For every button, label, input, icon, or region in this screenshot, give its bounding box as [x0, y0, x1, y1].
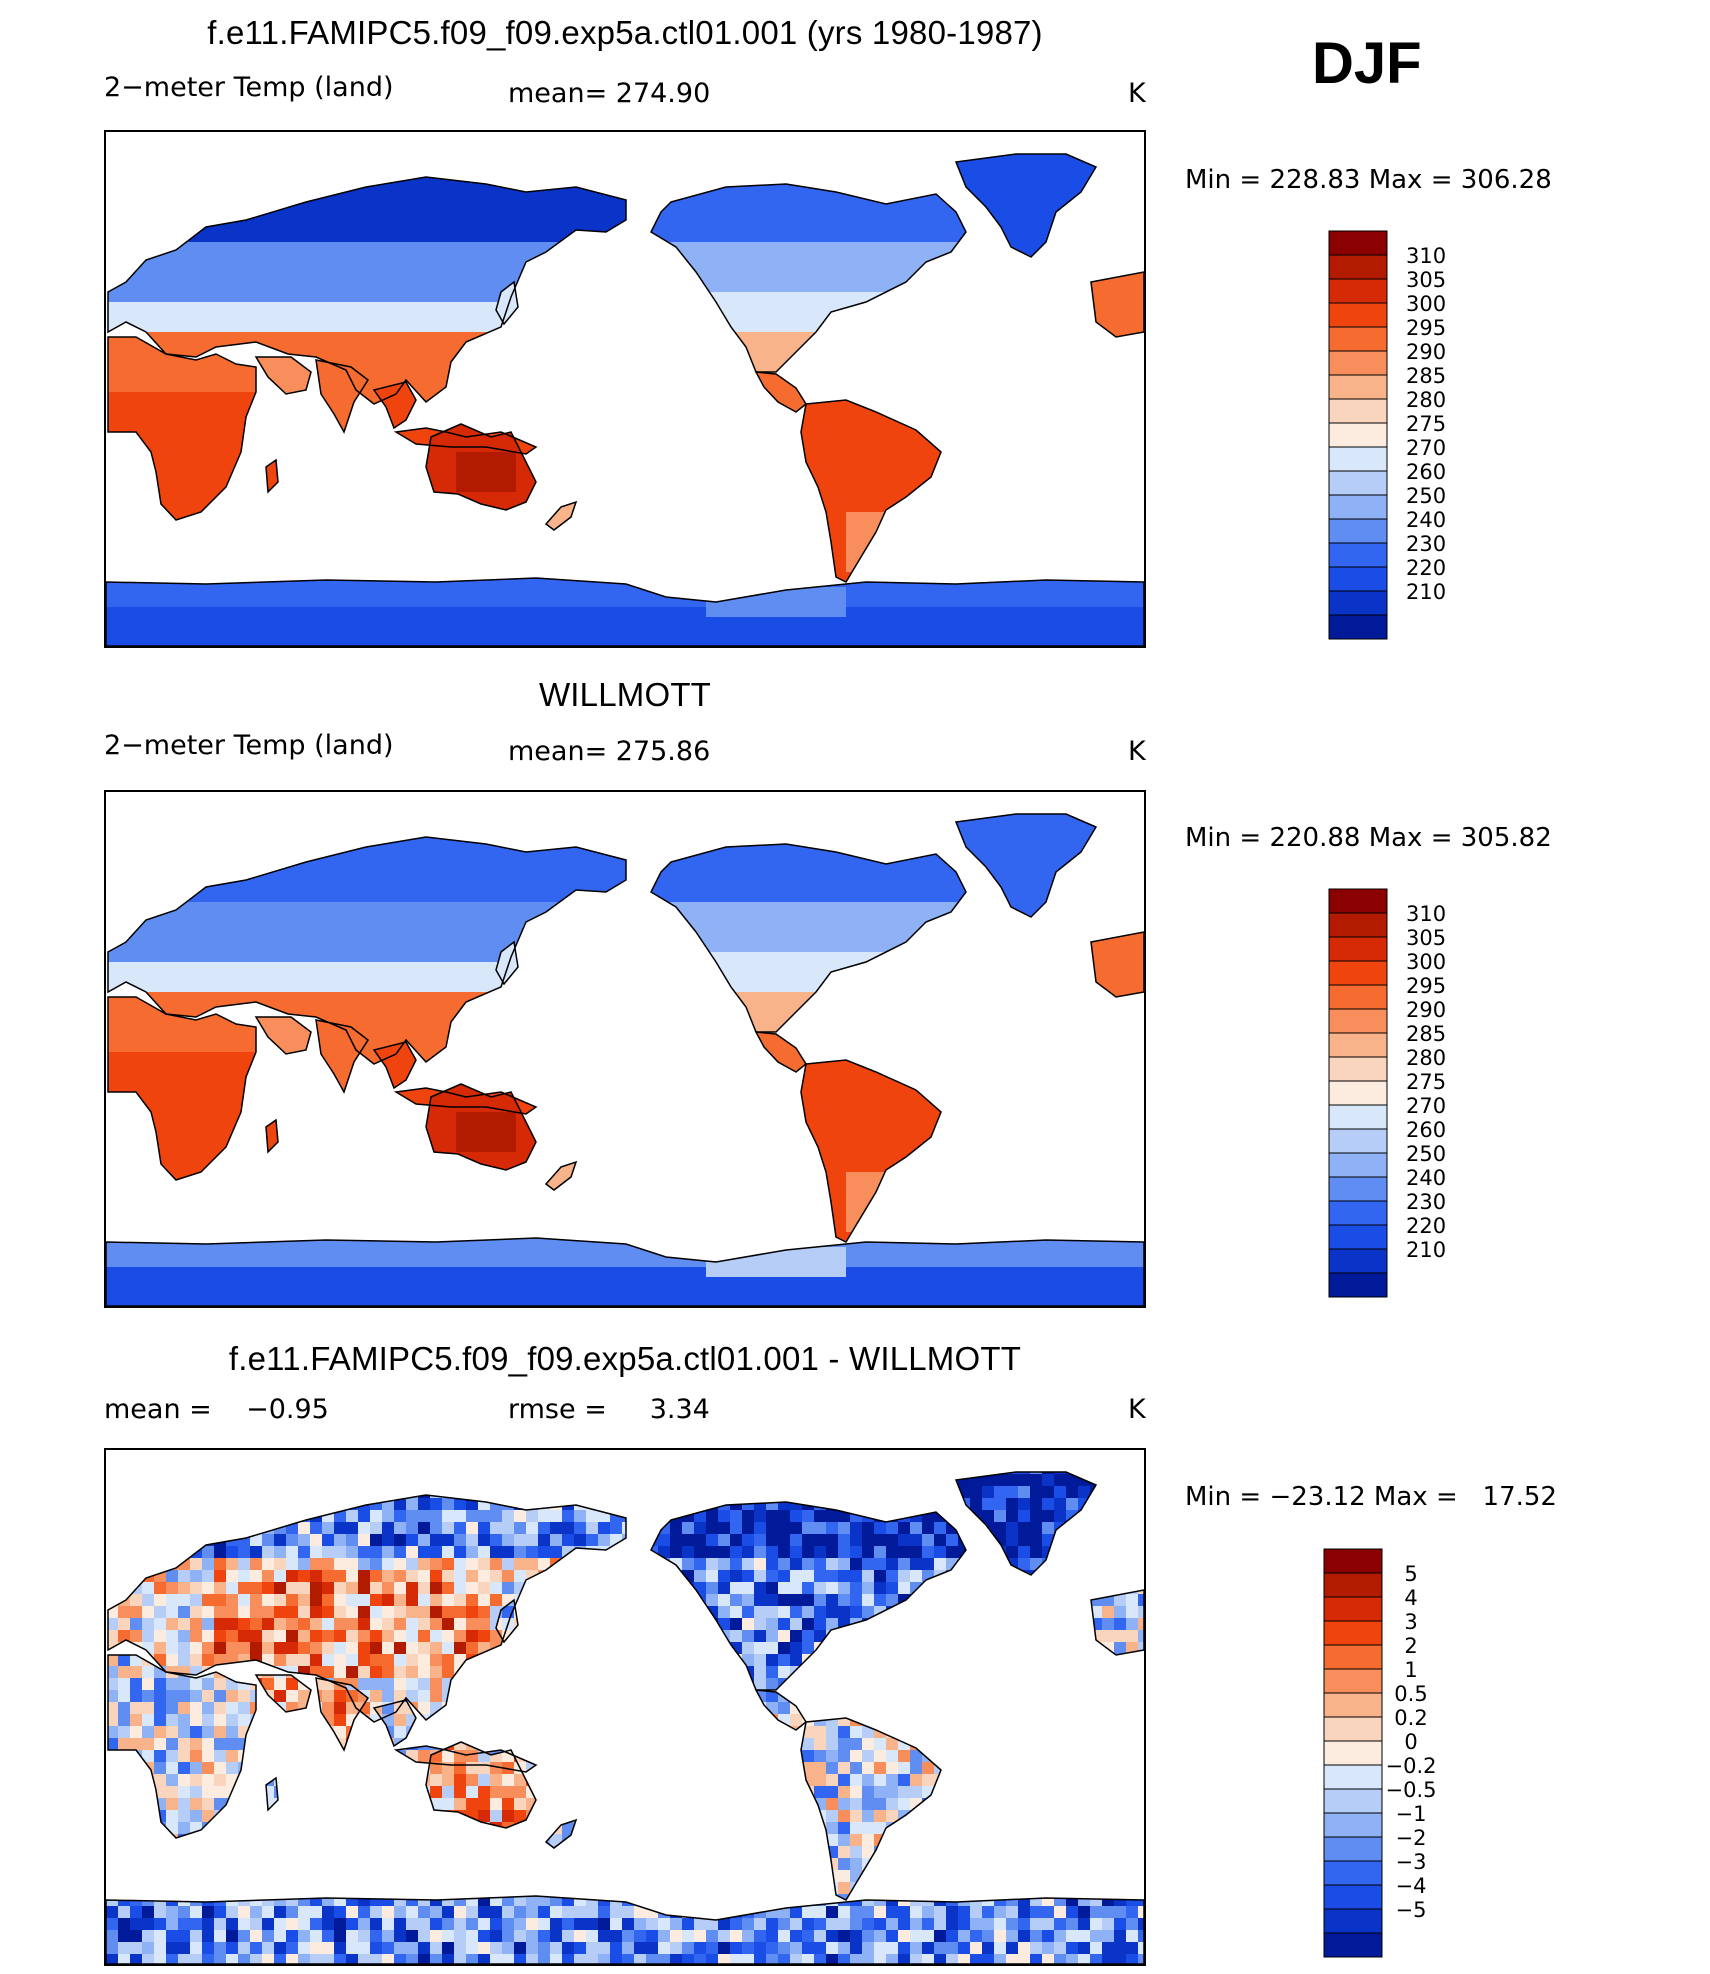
panel2-minmax: Min = 220.88 Max = 305.82 — [1185, 823, 1552, 853]
svg-text:275: 275 — [1406, 1070, 1446, 1094]
svg-text:240: 240 — [1406, 1166, 1446, 1190]
panel1-colorbar: 310 305 300 295 290 285 280 275 270 260 250 240 230 2… — [1328, 230, 1468, 640]
svg-text:270: 270 — [1406, 436, 1446, 460]
svg-text:220: 220 — [1406, 556, 1446, 580]
svg-text:285: 285 — [1406, 364, 1446, 388]
panel3-colorbar: 5 4 3 2 1 0.5 0.2 0 −0.2 −0.5 −1 −2 −3 −4 −5 — [1323, 1548, 1473, 1958]
svg-text:275: 275 — [1406, 412, 1446, 436]
svg-text:300: 300 — [1406, 292, 1446, 316]
svg-text:260: 260 — [1406, 1118, 1446, 1142]
panel2-title: WILLMOTT — [0, 676, 1250, 714]
svg-text:295: 295 — [1406, 974, 1446, 998]
svg-text:305: 305 — [1406, 268, 1446, 292]
svg-text:250: 250 — [1406, 484, 1446, 508]
season-label: DJF — [1312, 30, 1422, 97]
panel2-map — [104, 790, 1146, 1308]
svg-text:250: 250 — [1406, 1142, 1446, 1166]
svg-text:290: 290 — [1406, 340, 1446, 364]
panel2-colorbar: 310 305 300 295 290 285 280 275 270 260 250 240 230 2… — [1328, 888, 1468, 1298]
panel3-mean: mean = −0.95 — [104, 1394, 329, 1425]
svg-text:310: 310 — [1406, 902, 1446, 926]
panel2-mean: mean= 275.86 — [508, 736, 710, 767]
panel1-minmax: Min = 228.83 Max = 306.28 — [1185, 165, 1552, 195]
panel1-title: f.e11.FAMIPC5.f09_f09.exp5a.ctl01.001 (y… — [0, 14, 1250, 52]
panel3-minmax: Min = −23.12 Max = 17.52 — [1185, 1482, 1557, 1512]
panel3-map — [104, 1448, 1146, 1966]
svg-text:210: 210 — [1406, 580, 1446, 604]
svg-text:210: 210 — [1406, 1238, 1446, 1262]
panel1-mean: mean= 274.90 — [508, 78, 710, 109]
svg-text:280: 280 — [1406, 388, 1446, 412]
svg-text:220: 220 — [1406, 1214, 1446, 1238]
panel2-variable: 2−meter Temp (land) — [104, 730, 394, 761]
svg-text:230: 230 — [1406, 1190, 1446, 1214]
svg-text:300: 300 — [1406, 950, 1446, 974]
panel2-units: K — [1128, 736, 1146, 767]
svg-text:230: 230 — [1406, 532, 1446, 556]
svg-text:240: 240 — [1406, 508, 1446, 532]
svg-text:290: 290 — [1406, 998, 1446, 1022]
panel3-units: K — [1128, 1394, 1146, 1425]
svg-text:305: 305 — [1406, 926, 1446, 950]
svg-text:285: 285 — [1406, 1022, 1446, 1046]
panel1-map — [104, 130, 1146, 648]
panel3-title: f.e11.FAMIPC5.f09_f09.exp5a.ctl01.001 - … — [0, 1340, 1250, 1378]
panel3-rmse: rmse = 3.34 — [508, 1394, 710, 1425]
svg-text:310: 310 — [1406, 244, 1446, 268]
panel1-units: K — [1128, 78, 1146, 109]
panel1-variable: 2−meter Temp (land) — [104, 72, 394, 103]
svg-text:270: 270 — [1406, 1094, 1446, 1118]
svg-text:295: 295 — [1406, 316, 1446, 340]
svg-text:260: 260 — [1406, 460, 1446, 484]
svg-text:280: 280 — [1406, 1046, 1446, 1070]
